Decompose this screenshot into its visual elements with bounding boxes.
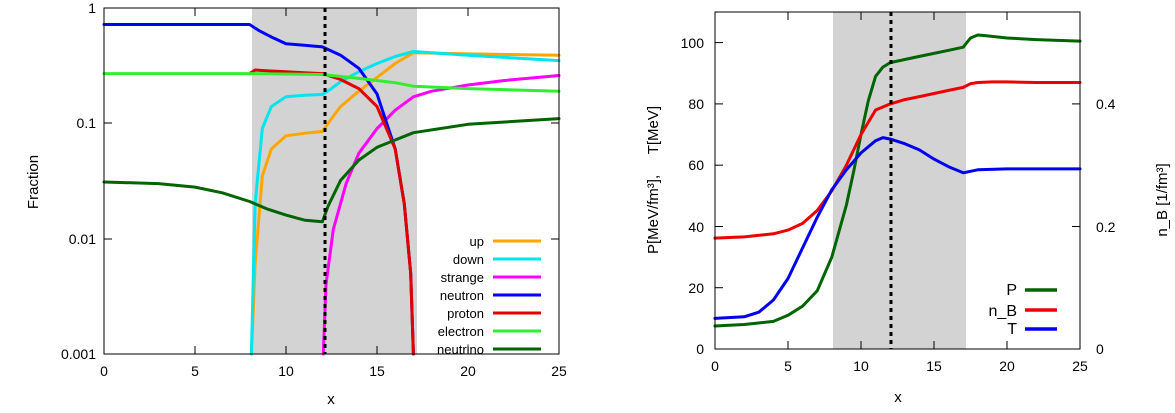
left-legend: up down strange neutron proton electron … xyxy=(437,234,541,357)
right-shaded-region xyxy=(833,12,966,349)
right-ytick-label: 80 xyxy=(688,96,704,112)
right-y2tick-label: 0.4 xyxy=(1096,96,1116,112)
right-ytick-label: 100 xyxy=(681,35,705,51)
legend-label-T: T xyxy=(1007,321,1017,338)
left-ytick-label: 0.01 xyxy=(69,231,96,247)
right-xtick-label: 10 xyxy=(853,358,869,374)
left-xtick-label: 20 xyxy=(460,363,476,379)
left-xtick-label: 15 xyxy=(369,363,385,379)
right-y2tick-label: 0.2 xyxy=(1096,219,1116,235)
left-xtick-label: 0 xyxy=(100,363,108,379)
left-series-up xyxy=(249,51,561,356)
right-xtick-label: 20 xyxy=(999,358,1015,374)
legend-label-neutrino: neutrino xyxy=(437,342,484,357)
left-ytick-label: 0.001 xyxy=(61,346,96,362)
left-series-group xyxy=(102,23,561,356)
legend-label-proton: proton xyxy=(447,306,484,321)
left-y-ticks xyxy=(104,7,559,355)
left-xtick-label: 5 xyxy=(191,363,199,379)
right-series-p xyxy=(713,33,1082,328)
right-x-axis-label: x xyxy=(894,389,902,406)
legend-label-strange: strange xyxy=(441,270,484,285)
right-ytick-label: 40 xyxy=(688,219,704,235)
left-y-axis-label: Fraction xyxy=(25,155,42,209)
pressure-temperature-chart: 0 20 40 60 80 100 0 0.2 0.4 0 5 10 15 20… xyxy=(645,11,1171,406)
right-ytick-label: 20 xyxy=(688,280,704,296)
legend-label-electron: electron xyxy=(438,324,484,339)
left-shaded-region xyxy=(252,8,417,354)
legend-label-up: up xyxy=(470,234,484,249)
fraction-chart: 1 0.1 0.01 0.001 0 5 10 15 20 25 x Fract… xyxy=(25,0,567,408)
right-series-group xyxy=(713,33,1082,328)
left-x-axis-label: x xyxy=(327,391,335,408)
right-legend: P n_B T xyxy=(989,282,1057,338)
right-xtick-label: 0 xyxy=(711,358,719,374)
right-left-y-ticks xyxy=(715,42,723,350)
left-x-ticks xyxy=(103,8,560,354)
right-y2-axis-label: n_B [1/fm³] xyxy=(1154,163,1171,236)
legend-label-neutron: neutron xyxy=(440,288,484,303)
right-xtick-label: 5 xyxy=(784,358,792,374)
legend-label-P: P xyxy=(1006,282,1017,299)
left-ytick-label: 1 xyxy=(88,0,96,16)
left-xtick-label: 25 xyxy=(551,363,567,379)
right-series-t xyxy=(713,136,1082,320)
right-y2-ticks xyxy=(1072,103,1080,350)
right-ytick-label: 0 xyxy=(696,341,704,357)
right-xtick-label: 15 xyxy=(926,358,942,374)
right-y-axis-label: P[MeV/fm³], T[MeV] xyxy=(645,106,662,254)
right-x-ticks xyxy=(714,12,1081,349)
right-plot-frame xyxy=(714,11,1081,350)
left-series-electron xyxy=(102,72,561,93)
right-ytick-label: 60 xyxy=(688,157,704,173)
right-series-n-b xyxy=(713,80,1082,240)
right-xtick-label: 25 xyxy=(1072,358,1088,374)
left-xtick-label: 10 xyxy=(278,363,294,379)
left-series-down xyxy=(249,50,561,356)
left-series-proton xyxy=(248,68,415,356)
left-series-neutrino xyxy=(102,117,561,224)
left-plot-frame xyxy=(103,7,560,355)
left-ytick-label: 0.1 xyxy=(77,115,97,131)
right-y2tick-label: 0 xyxy=(1096,341,1104,357)
legend-label-down: down xyxy=(453,252,484,267)
legend-label-nB: n_B xyxy=(989,303,1017,320)
